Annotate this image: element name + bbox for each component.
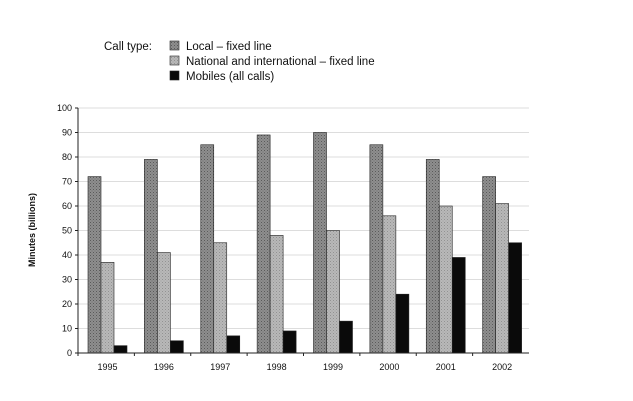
legend-swatch — [169, 55, 180, 66]
y-tick-label: 10 — [62, 324, 72, 334]
legend-label: Local – fixed line — [186, 41, 272, 53]
x-tick-label: 1998 — [267, 362, 287, 372]
x-tick-label: 1996 — [154, 362, 174, 372]
y-tick-label: 30 — [62, 275, 72, 285]
bar — [495, 203, 509, 354]
legend-title: Call type: — [104, 41, 152, 53]
y-tick-label: 80 — [62, 152, 72, 162]
bar — [369, 144, 384, 354]
bar — [508, 242, 522, 354]
bar — [113, 345, 128, 354]
bar — [87, 176, 102, 354]
bar — [157, 252, 171, 354]
bar — [226, 335, 241, 354]
legend-swatch — [169, 40, 180, 51]
bar — [256, 134, 271, 354]
y-tick-label: 50 — [62, 226, 72, 236]
y-tick-label: 40 — [62, 250, 72, 260]
legend-swatch — [169, 70, 180, 81]
bar — [425, 159, 440, 354]
legend-label: Mobiles (all calls) — [186, 71, 274, 83]
bar — [438, 205, 453, 354]
bar — [395, 293, 410, 354]
bar — [339, 320, 353, 354]
bar — [482, 176, 496, 354]
x-tick-label: 2000 — [379, 362, 399, 372]
bar — [213, 242, 228, 354]
bar — [382, 215, 397, 354]
bar — [282, 330, 297, 354]
x-tick-label: 2001 — [436, 362, 456, 372]
bar — [144, 159, 158, 354]
y-tick-label: 60 — [62, 201, 72, 211]
y-tick-label: 100 — [57, 103, 72, 113]
y-tick-label: 20 — [62, 299, 72, 309]
x-tick-label: 1995 — [97, 362, 117, 372]
legend-label: National and international – fixed line — [186, 56, 375, 68]
bar — [451, 257, 466, 354]
bar — [170, 340, 184, 354]
x-tick-label: 1999 — [323, 362, 343, 372]
bar — [269, 235, 284, 354]
bar — [100, 262, 115, 354]
bar — [313, 132, 327, 354]
x-tick-label: 2002 — [492, 362, 512, 372]
legend: Call type: Local – fixed line National an… — [104, 40, 375, 83]
bar — [200, 144, 215, 354]
x-tick-label: 1997 — [210, 362, 230, 372]
y-axis-title: Minutes (billions) — [27, 193, 37, 267]
y-tick-label: 0 — [67, 348, 72, 358]
bar — [326, 230, 340, 354]
y-tick-label: 70 — [62, 177, 72, 187]
y-tick-label: 90 — [62, 128, 72, 138]
